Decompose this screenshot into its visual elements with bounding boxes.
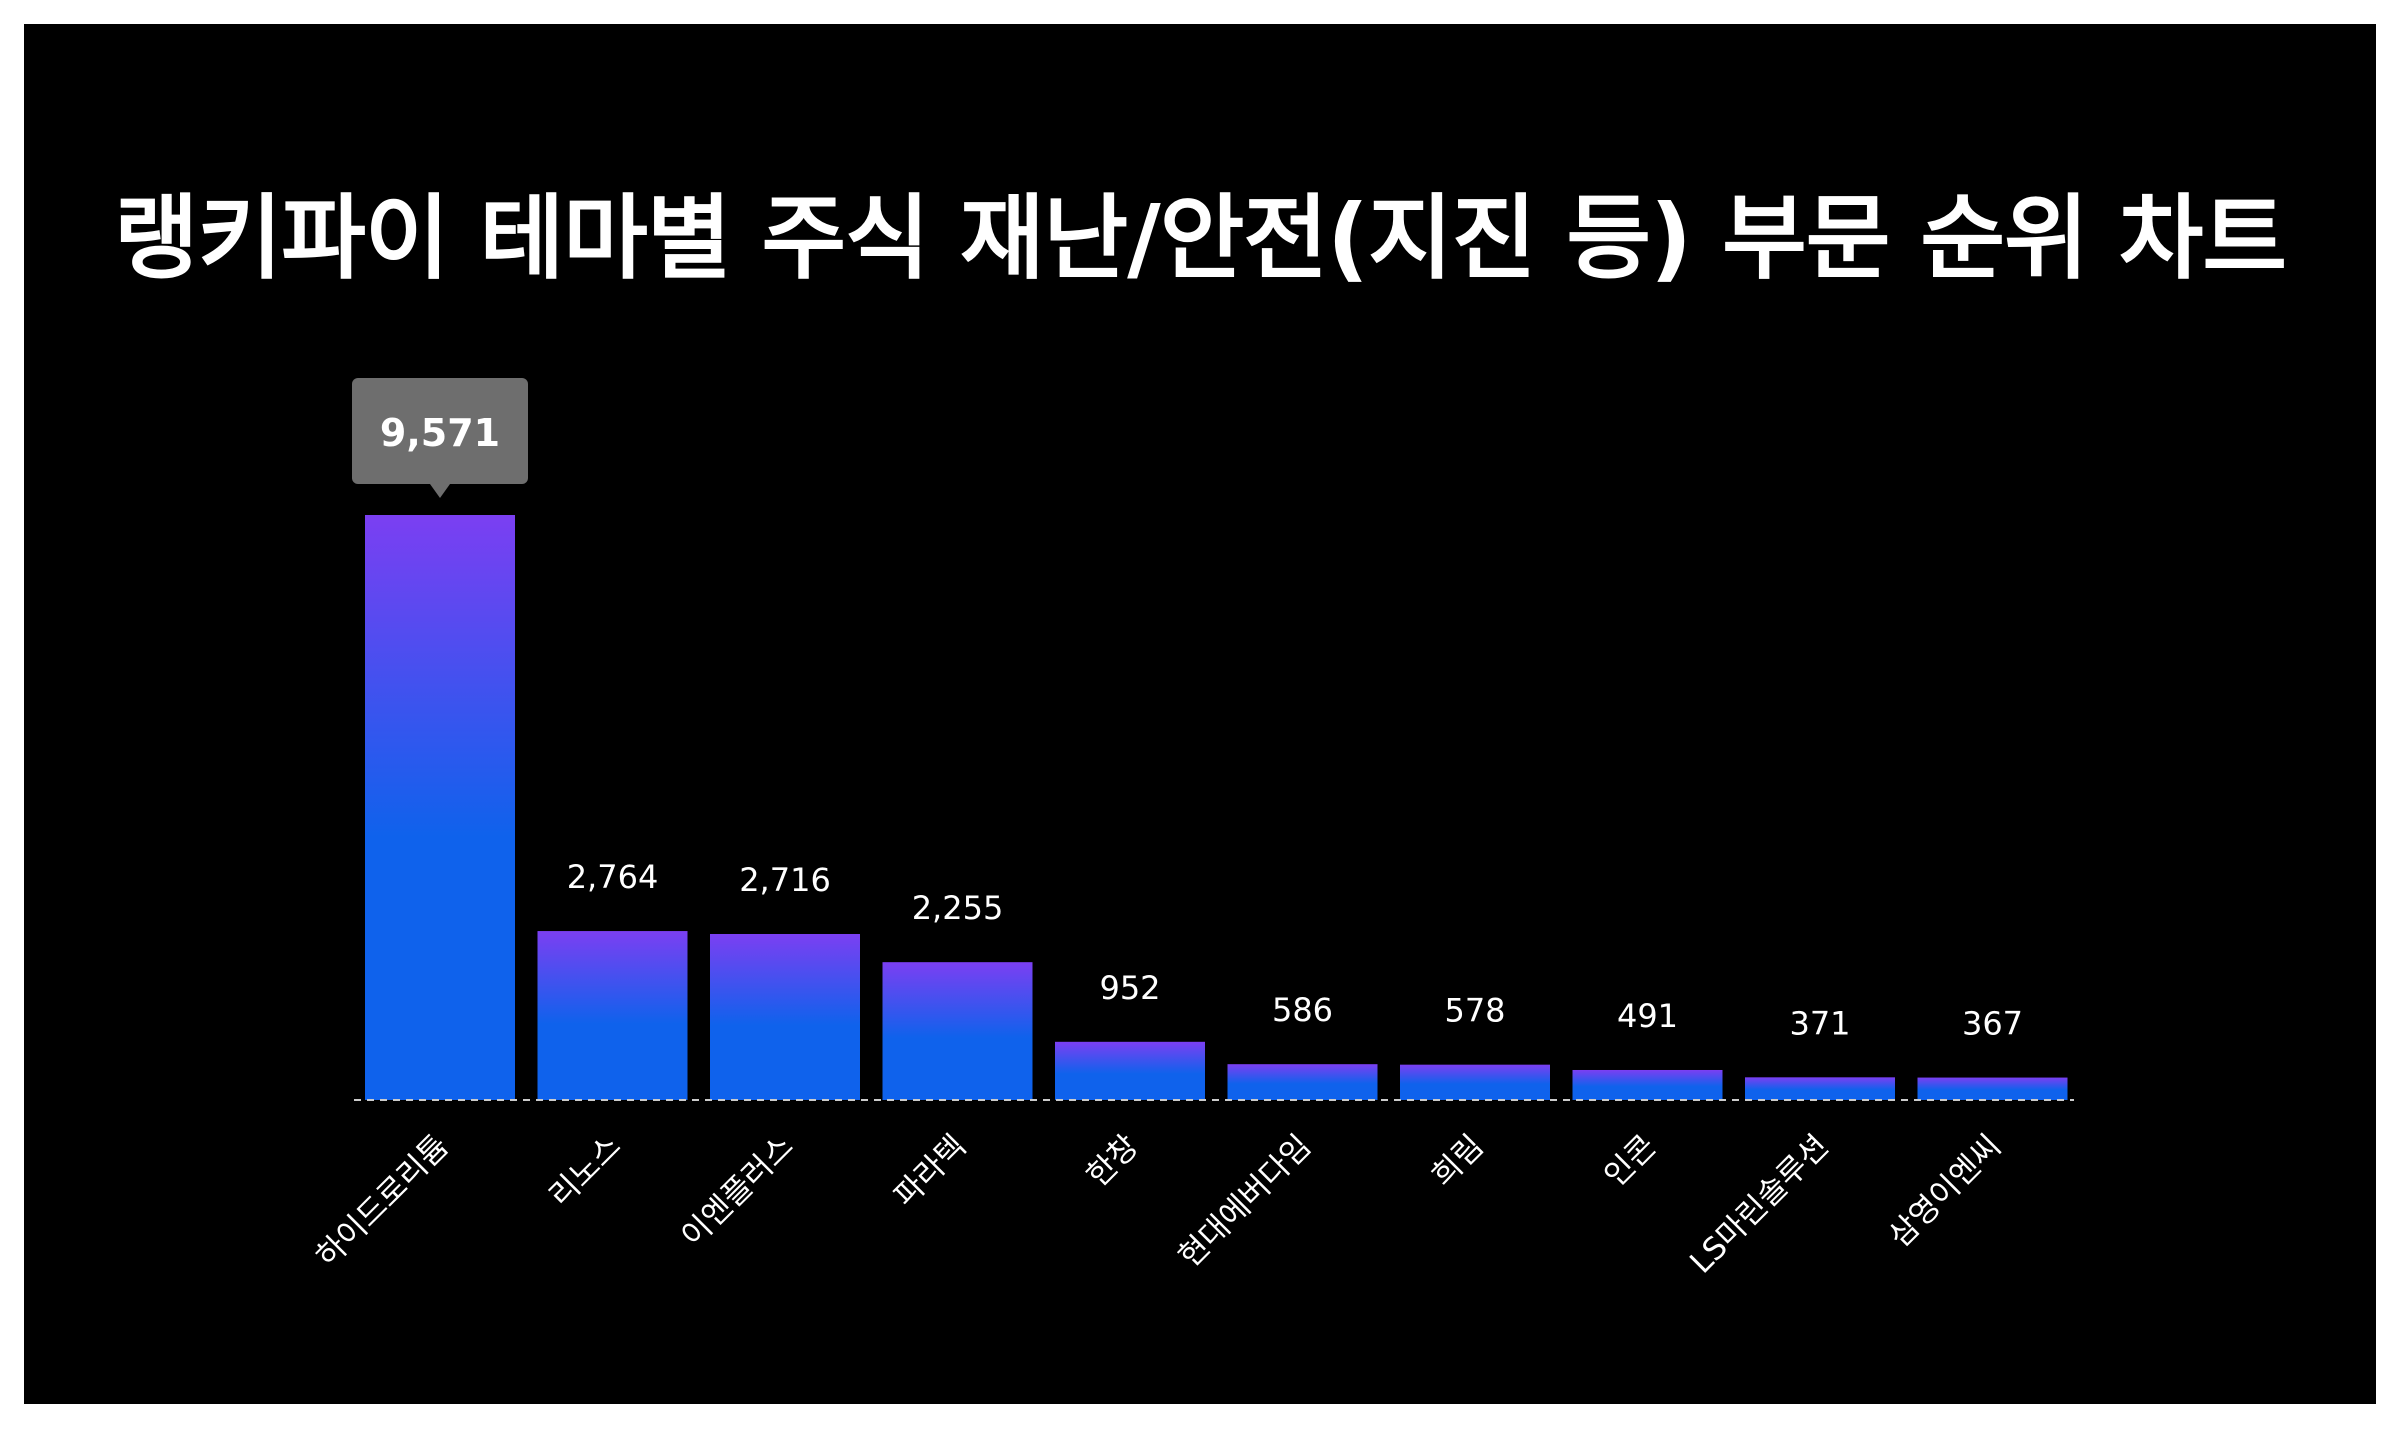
tooltip-box — [352, 378, 528, 484]
value-label: 2,764 — [567, 858, 659, 896]
value-label: 9,571 — [380, 411, 500, 455]
bar[interactable] — [1917, 1077, 2068, 1100]
category-tick-label: LS마린솔루션 — [1683, 1128, 1835, 1280]
category-tick-label: 하이드로리튬 — [309, 1128, 455, 1274]
category-tick-label: 파라텍 — [887, 1128, 973, 1214]
category-tick-label: 현대에버다임 — [1172, 1128, 1318, 1274]
bar[interactable] — [1400, 1064, 1550, 1100]
value-label: 2,716 — [739, 861, 831, 899]
bar-chart: 9,571 하이드로리튬 2,764 리노스 2,716 이엔플러스 2,255 파라텍 952… — [309, 378, 2074, 1281]
value-label: 578 — [1444, 992, 1505, 1030]
category-tick-label: 삼영이엔씨 — [1882, 1128, 2008, 1254]
chart-title: 랭키파이 테마별 주식 재난/안전(지진 등) 부문 순위 차트 — [114, 185, 2287, 292]
bar[interactable] — [882, 962, 1033, 1100]
value-label: 2,255 — [912, 889, 1004, 927]
bar[interactable] — [1227, 1064, 1378, 1100]
value-label: 586 — [1272, 991, 1333, 1029]
value-label: 491 — [1617, 997, 1678, 1035]
category-tick-label: 한창 — [1080, 1128, 1146, 1194]
labels-layer: 9,571 하이드로리튬 2,764 리노스 2,716 이엔플러스 2,255 파라텍 952… — [309, 378, 2023, 1281]
chart-panel: 랭키파이 테마별 주식 재난/안전(지진 등) 부문 순위 차트 9,571 하이… — [24, 24, 2376, 1404]
bars-layer — [365, 515, 2068, 1100]
bar[interactable] — [1572, 1069, 1723, 1100]
value-label: 952 — [1099, 969, 1160, 1007]
bar[interactable] — [1745, 1077, 1895, 1100]
bar[interactable] — [365, 515, 515, 1100]
category-tick-label: 리노스 — [542, 1128, 628, 1214]
value-label: 371 — [1789, 1004, 1850, 1042]
category-tick-label: 희림 — [1425, 1128, 1491, 1194]
bar[interactable] — [537, 931, 688, 1100]
bar[interactable] — [1055, 1041, 1205, 1100]
category-tick-label: 이엔플러스 — [674, 1128, 800, 1254]
tooltip-pointer — [430, 484, 450, 498]
value-tooltip: 9,571 — [352, 378, 528, 498]
bar[interactable] — [710, 933, 860, 1100]
category-tick-label: 인콘 — [1597, 1128, 1663, 1194]
value-label: 367 — [1962, 1005, 2023, 1043]
